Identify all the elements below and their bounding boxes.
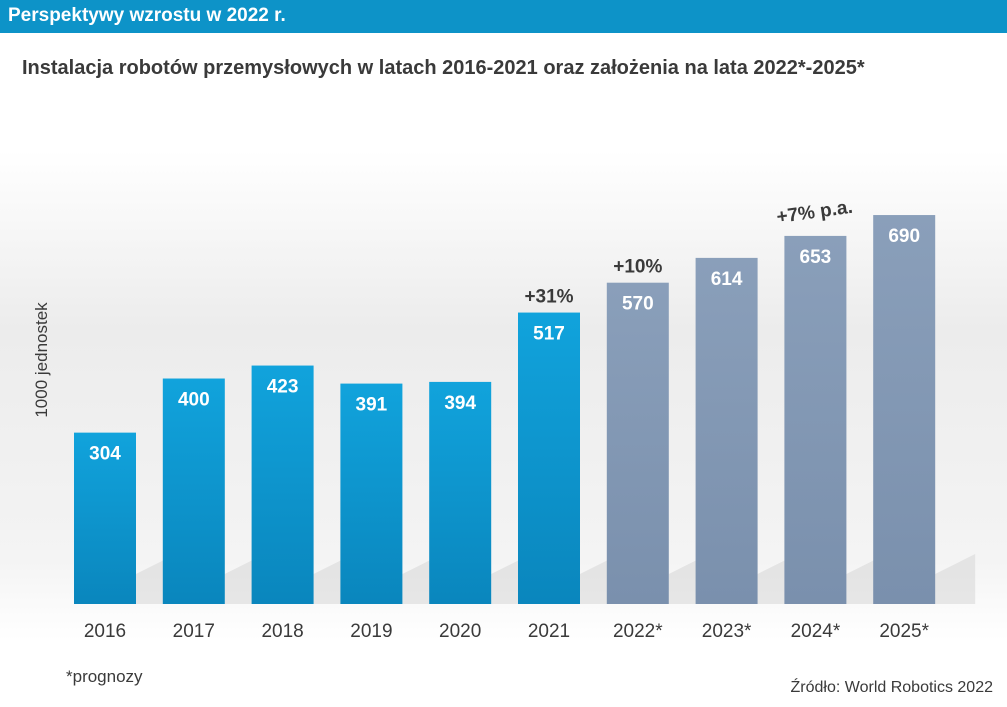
bar xyxy=(251,365,314,604)
x-tick-label: 2016 xyxy=(84,621,126,642)
x-tick-label: 2017 xyxy=(173,621,215,642)
x-tick-label: 2022* xyxy=(613,621,663,642)
bar xyxy=(695,257,758,604)
x-tick-label: 2019 xyxy=(350,621,392,642)
bar xyxy=(429,381,492,604)
growth-annotation: +31% xyxy=(524,287,573,308)
x-tick-label: 2021 xyxy=(528,621,570,642)
bar xyxy=(340,383,403,604)
data-label: 391 xyxy=(356,395,388,416)
bar-shadow xyxy=(935,554,976,604)
bar xyxy=(162,378,225,604)
growth-annotation: +10% xyxy=(613,257,662,278)
bar xyxy=(74,432,136,604)
data-label: 690 xyxy=(888,226,920,247)
growth-annotation: +7% p.a. xyxy=(775,197,854,228)
data-label: 570 xyxy=(622,294,654,315)
bar xyxy=(873,215,936,604)
data-label: 653 xyxy=(800,247,832,268)
data-label: 423 xyxy=(267,377,299,398)
bar xyxy=(518,312,580,604)
data-label: 517 xyxy=(533,324,565,345)
bar xyxy=(606,282,669,604)
data-label: 400 xyxy=(178,390,210,411)
data-label: 304 xyxy=(89,444,121,465)
source-note: Źródło: World Robotics 2022 xyxy=(790,679,993,696)
bar xyxy=(784,235,847,604)
data-label: 394 xyxy=(444,393,476,414)
x-tick-label: 2020 xyxy=(439,621,481,642)
x-tick-label: 2023* xyxy=(702,621,752,642)
footnote: *prognozy xyxy=(66,667,143,686)
header-bar: Perspektywy wzrostu w 2022 r. xyxy=(0,0,1007,33)
x-tick-label: 2024* xyxy=(791,621,841,642)
x-tick-label: 2018 xyxy=(261,621,303,642)
header-title: Perspektywy wzrostu w 2022 r. xyxy=(8,5,286,26)
chart-title: Instalacja robotów przemysłowych w latac… xyxy=(22,57,865,79)
x-tick-label: 2025* xyxy=(879,621,929,642)
data-label: 614 xyxy=(711,269,743,290)
